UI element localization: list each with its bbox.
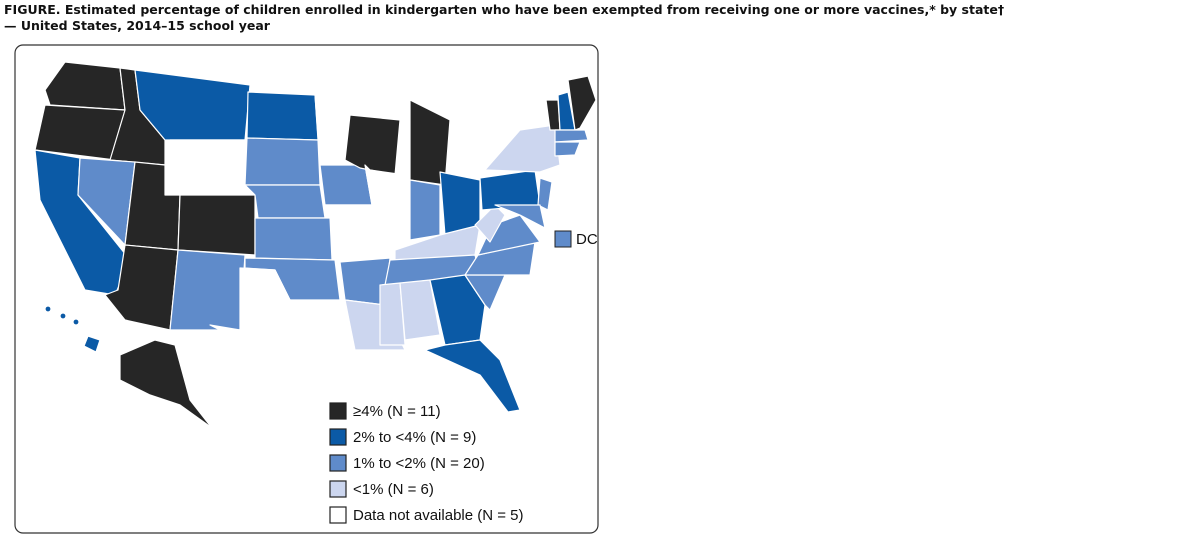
state bbox=[246, 91, 319, 141]
legend-label: 1% to <2% (N = 20) bbox=[353, 455, 485, 472]
state bbox=[399, 279, 441, 341]
state bbox=[177, 194, 256, 256]
legend-swatch bbox=[329, 480, 347, 498]
state bbox=[314, 94, 366, 166]
state bbox=[164, 139, 246, 196]
state bbox=[409, 179, 441, 241]
state bbox=[83, 335, 101, 353]
state bbox=[319, 164, 373, 206]
state bbox=[254, 217, 333, 261]
state bbox=[537, 177, 553, 211]
state bbox=[119, 339, 213, 429]
state bbox=[59, 312, 67, 320]
legend-label: 2% to <4% (N = 9) bbox=[353, 429, 476, 446]
legend-swatch bbox=[329, 428, 347, 446]
dc-swatch bbox=[554, 230, 572, 248]
title-line: FIGURE. Estimated percentage of children… bbox=[4, 2, 1005, 17]
legend-label: Data not available (N = 5) bbox=[353, 507, 524, 524]
title-line: — United States, 2014–15 school year bbox=[4, 18, 270, 33]
state bbox=[244, 184, 326, 219]
states bbox=[34, 61, 597, 429]
dc-label: DC bbox=[576, 231, 598, 248]
state bbox=[429, 274, 486, 346]
state bbox=[324, 204, 396, 263]
state bbox=[439, 171, 481, 236]
legend-swatch bbox=[329, 506, 347, 524]
state bbox=[34, 104, 126, 161]
state bbox=[44, 305, 52, 313]
state bbox=[379, 282, 406, 346]
title: FIGURE. Estimated percentage of children… bbox=[4, 2, 1004, 34]
legend-swatch bbox=[329, 402, 347, 420]
legend: ≥4% (N = 11) 2% to <4% (N = 9) 1% to <2% (… bbox=[329, 402, 524, 524]
state bbox=[474, 204, 506, 243]
state bbox=[494, 204, 546, 229]
state bbox=[424, 339, 521, 413]
state bbox=[209, 267, 351, 413]
legend-swatch bbox=[329, 454, 347, 472]
state bbox=[554, 129, 589, 143]
state bbox=[554, 141, 581, 157]
state bbox=[169, 249, 246, 331]
state bbox=[567, 75, 597, 131]
state bbox=[244, 137, 321, 186]
legend-label: ≥4% (N = 11) bbox=[353, 403, 441, 420]
state bbox=[72, 318, 80, 326]
legend-label: <1% (N = 6) bbox=[353, 481, 434, 498]
